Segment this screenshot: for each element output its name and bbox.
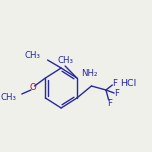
Text: CH₃: CH₃ [0, 93, 16, 102]
Text: NH₂: NH₂ [81, 69, 98, 78]
Text: F: F [114, 90, 119, 98]
Text: O: O [29, 83, 36, 93]
Text: CH₃: CH₃ [24, 52, 40, 60]
Text: F: F [112, 78, 117, 88]
Text: F: F [107, 100, 112, 109]
Text: HCl: HCl [120, 79, 136, 88]
Text: CH₃: CH₃ [57, 57, 73, 66]
